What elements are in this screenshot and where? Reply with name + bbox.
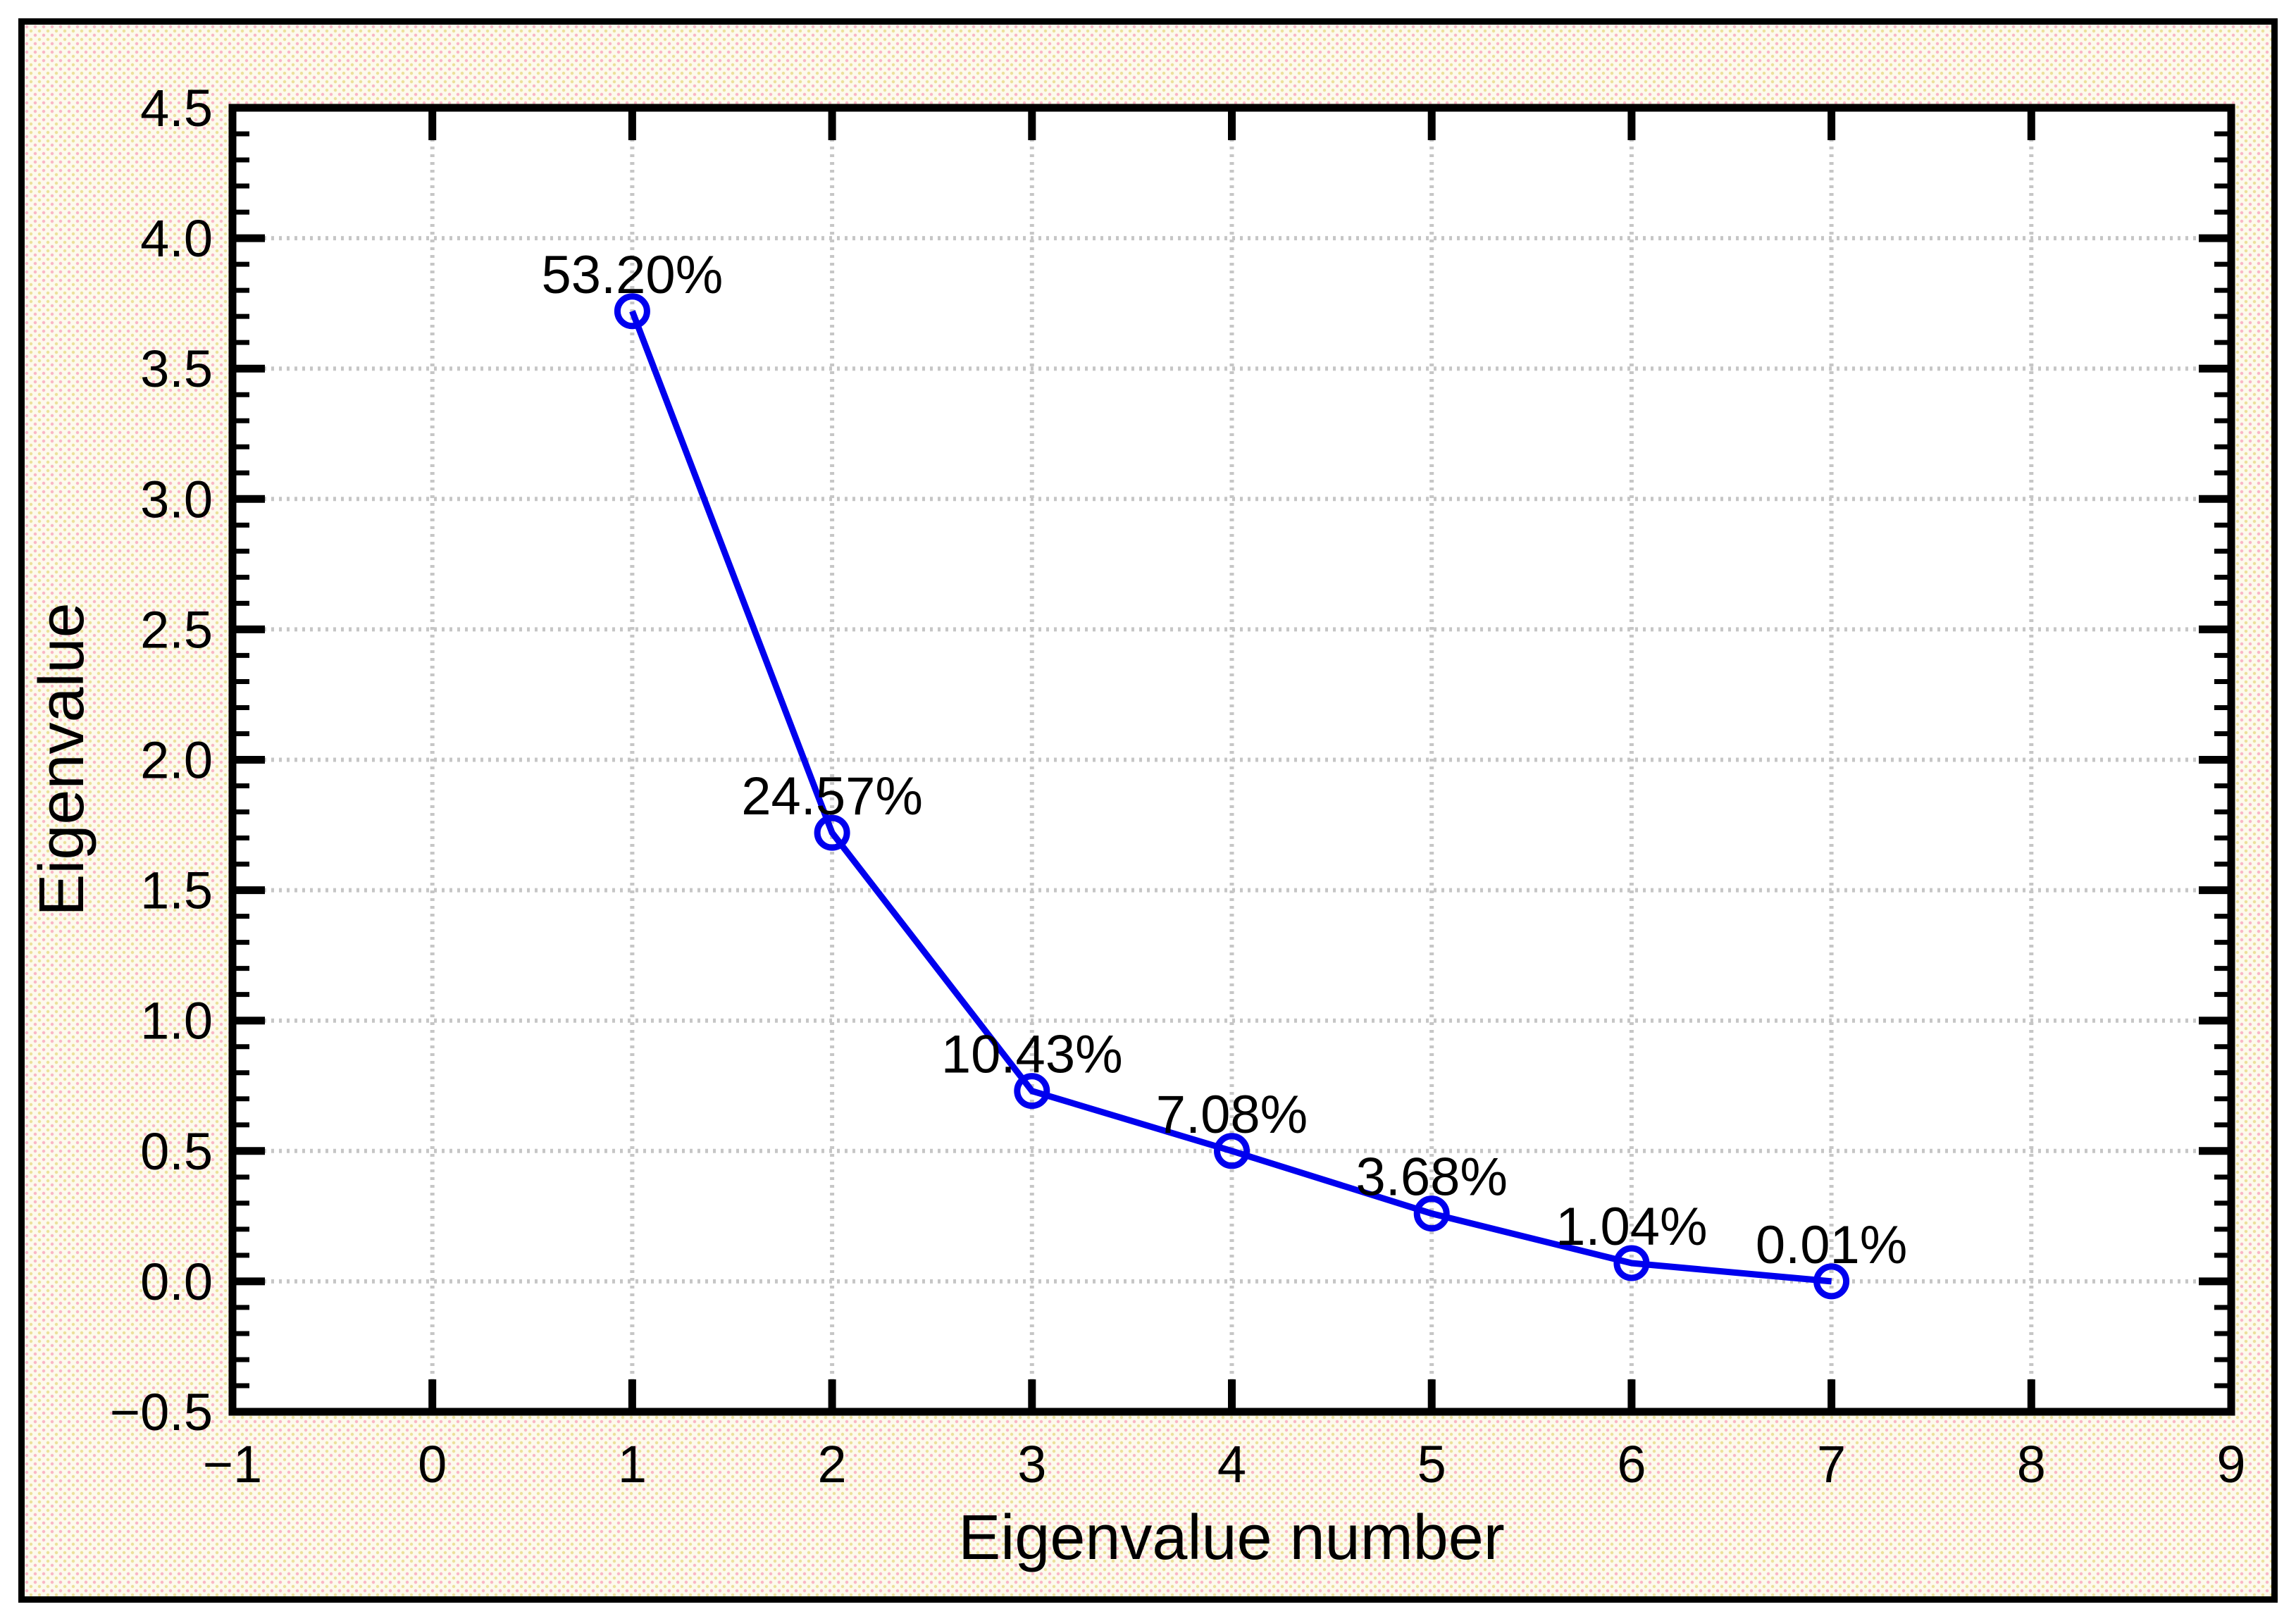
- point-percent-label: 7.08%: [1156, 1085, 1308, 1145]
- y-tick-label: 4.5: [140, 79, 213, 137]
- data-point-marker: [1613, 1245, 1650, 1281]
- x-tick-label: 3: [1017, 1435, 1046, 1493]
- x-tick-label: −1: [203, 1435, 262, 1493]
- point-percent-label: 24.57%: [741, 766, 923, 826]
- y-tick-label: −0.5: [110, 1383, 213, 1441]
- x-tick-label: 9: [2216, 1435, 2245, 1493]
- y-tick-label: 4.0: [140, 209, 213, 268]
- y-tick-label: 0.0: [140, 1253, 213, 1311]
- data-point-marker: [614, 293, 650, 330]
- x-tick-label: 0: [418, 1435, 447, 1493]
- x-tick-label: 6: [1617, 1435, 1646, 1493]
- x-tick-label: 2: [818, 1435, 847, 1493]
- eigenvalue-line: [629, 310, 1832, 1285]
- y-axis-title: Eigenvalue: [27, 602, 97, 917]
- point-percent-label: 3.68%: [1355, 1148, 1508, 1207]
- x-tick-label: 5: [1417, 1435, 1446, 1493]
- x-tick-label: 4: [1217, 1435, 1246, 1493]
- data-point-marker: [1014, 1073, 1050, 1110]
- data-point-marker: [1413, 1195, 1450, 1232]
- y-tick-label: 2.5: [140, 600, 213, 659]
- data-point-marker: [1813, 1263, 1850, 1300]
- data-point-marker: [1214, 1133, 1250, 1169]
- point-percent-label: 1.04%: [1556, 1197, 1708, 1257]
- data-point-marker: [814, 814, 850, 851]
- point-percent-label: 10.43%: [941, 1025, 1123, 1085]
- y-tick-label: 0.5: [140, 1122, 213, 1181]
- y-tick-label: 1.0: [140, 992, 213, 1050]
- y-tick-label: 2.0: [140, 731, 213, 790]
- point-percent-label: 0.01%: [1756, 1215, 1908, 1275]
- x-axis-title: Eigenvalue number: [958, 1503, 1505, 1573]
- x-tick-label: 8: [2017, 1435, 2046, 1493]
- x-tick-label: 7: [1817, 1435, 1846, 1493]
- y-tick-label: 1.5: [140, 862, 213, 920]
- point-percent-label: 53.20%: [542, 245, 724, 305]
- y-tick-label: 3.0: [140, 470, 213, 528]
- plot-frame: [228, 104, 2235, 1416]
- x-tick-label: 1: [618, 1435, 647, 1493]
- y-tick-label: 3.5: [140, 340, 213, 398]
